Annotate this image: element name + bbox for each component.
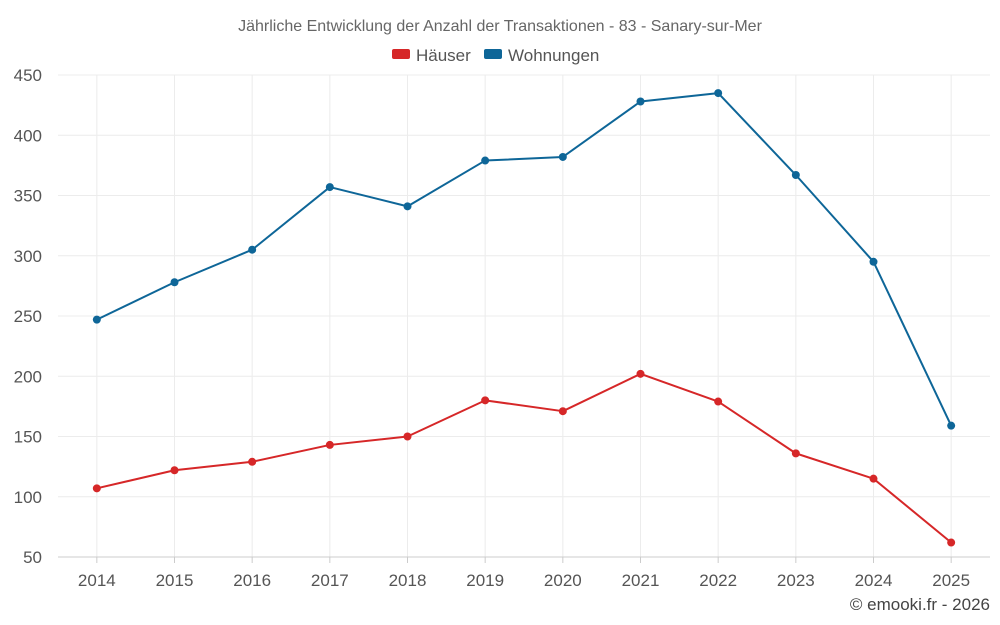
x-tick-label: 2019 xyxy=(466,571,504,590)
data-point-hauser[interactable] xyxy=(636,369,645,378)
data-point-hauser[interactable] xyxy=(248,457,257,466)
series-line-wohnungen xyxy=(96,92,953,427)
y-tick-label: 50 xyxy=(23,548,42,567)
data-point-hauser[interactable] xyxy=(947,538,956,547)
data-point-wohnungen[interactable] xyxy=(170,278,179,287)
x-tick-label: 2022 xyxy=(699,571,737,590)
y-tick-label: 200 xyxy=(14,367,42,386)
legend-swatch-wohnungen xyxy=(484,49,502,59)
y-tick-label: 100 xyxy=(14,488,42,507)
y-tick-label: 400 xyxy=(14,126,42,145)
x-tick-label: 2017 xyxy=(311,571,349,590)
data-point-wohnungen[interactable] xyxy=(636,97,645,106)
chart-title: Jährliche Entwicklung der Anzahl der Tra… xyxy=(238,18,762,35)
legend: Häuser Wohnungen xyxy=(392,46,599,65)
x-tick-label: 2014 xyxy=(78,571,116,590)
y-tick-label: 350 xyxy=(14,187,42,206)
x-tick-label: 2024 xyxy=(855,571,893,590)
y-tick-label: 150 xyxy=(14,428,42,447)
data-point-hauser[interactable] xyxy=(481,396,490,405)
legend-label-wohnungen: Wohnungen xyxy=(508,46,599,65)
legend-label-hauser: Häuser xyxy=(416,46,471,65)
data-point-hauser[interactable] xyxy=(791,449,800,458)
data-point-wohnungen[interactable] xyxy=(791,171,800,180)
credit-text: © emooki.fr - 2026 xyxy=(850,595,990,614)
x-tick-label: 2021 xyxy=(622,571,660,590)
axes: 50 100 150 200 250 300 350 400 450 2014 2015 2016 20… xyxy=(14,66,990,590)
plot-area xyxy=(92,89,956,547)
series-hauser xyxy=(92,369,956,547)
x-tick-label: 2025 xyxy=(932,571,970,590)
x-tick-label: 2023 xyxy=(777,571,815,590)
data-point-wohnungen[interactable] xyxy=(92,315,101,324)
data-point-hauser[interactable] xyxy=(170,466,179,475)
x-tick-label: 2016 xyxy=(233,571,271,590)
data-point-wohnungen[interactable] xyxy=(869,257,878,266)
y-tick-label: 450 xyxy=(14,66,42,85)
data-point-hauser[interactable] xyxy=(92,484,101,493)
data-point-wohnungen[interactable] xyxy=(325,183,334,192)
data-point-wohnungen[interactable] xyxy=(558,152,567,161)
x-tick-label: 2020 xyxy=(544,571,582,590)
x-tick-label: 2015 xyxy=(156,571,194,590)
data-point-hauser[interactable] xyxy=(714,397,723,406)
data-point-hauser[interactable] xyxy=(558,407,567,416)
x-tick-label: 2018 xyxy=(389,571,427,590)
data-point-hauser[interactable] xyxy=(325,440,334,449)
data-point-wohnungen[interactable] xyxy=(947,421,956,430)
y-tick-label: 300 xyxy=(14,247,42,266)
legend-swatch-hauser xyxy=(392,49,410,59)
data-point-hauser[interactable] xyxy=(869,474,878,483)
data-point-hauser[interactable] xyxy=(403,432,412,441)
legend-item-hauser[interactable]: Häuser xyxy=(392,46,471,65)
series-line-hauser xyxy=(96,372,952,544)
data-point-wohnungen[interactable] xyxy=(714,89,723,98)
data-point-wohnungen[interactable] xyxy=(248,245,257,254)
legend-item-wohnungen[interactable]: Wohnungen xyxy=(484,46,599,65)
data-point-wohnungen[interactable] xyxy=(403,202,412,211)
data-point-wohnungen[interactable] xyxy=(481,156,490,165)
series-wohnungen xyxy=(92,89,956,430)
grid xyxy=(58,74,990,558)
y-tick-label: 250 xyxy=(14,307,42,326)
